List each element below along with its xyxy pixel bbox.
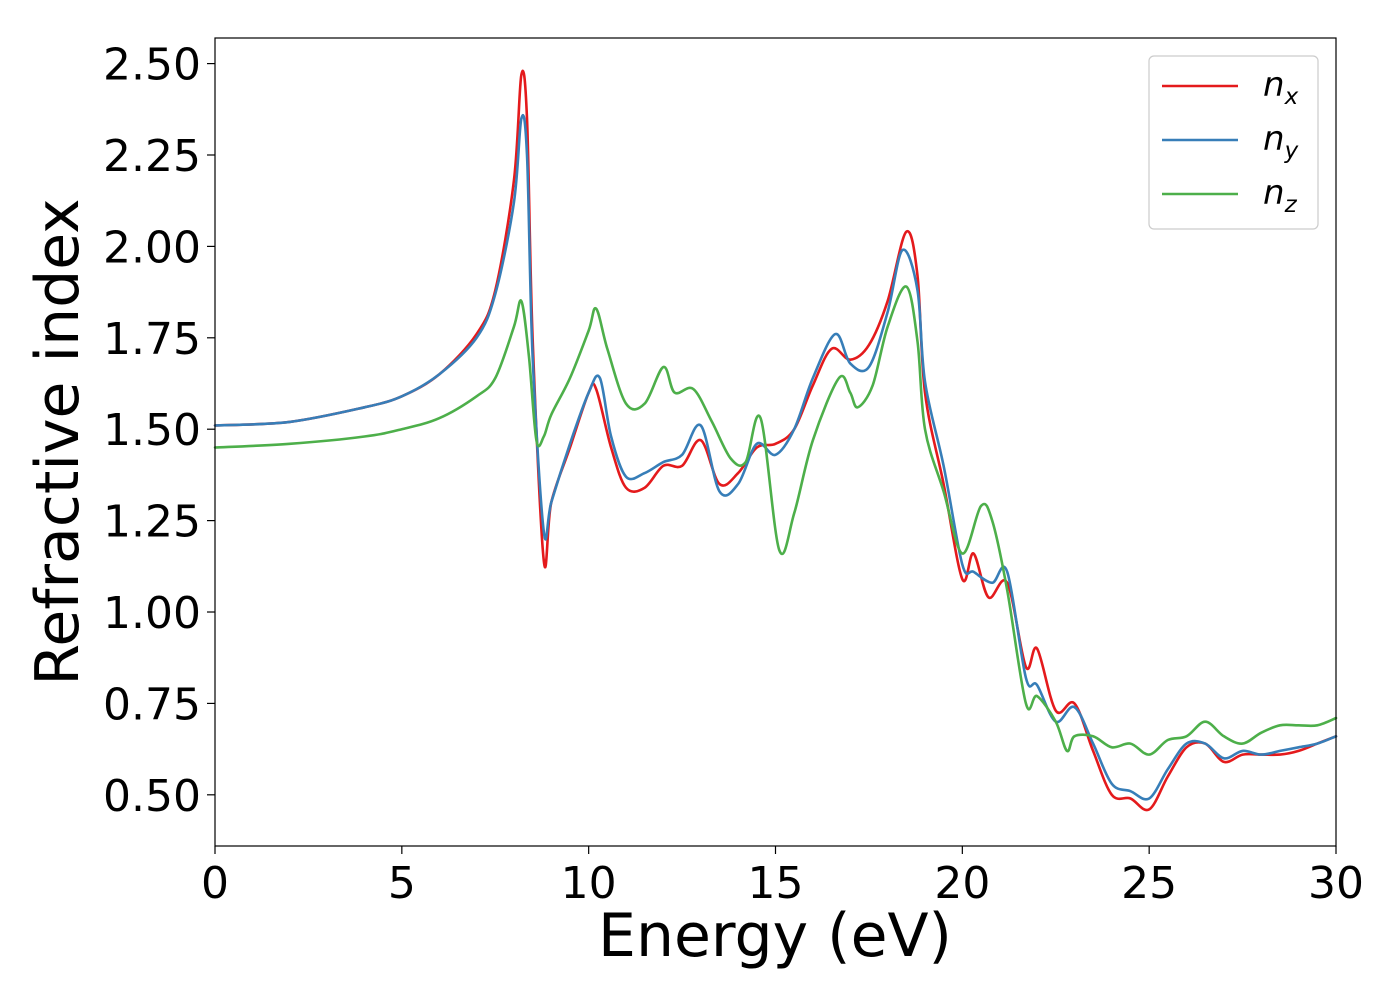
x-tick-label: 5 (388, 858, 416, 909)
y-tick-label: 2.50 (103, 40, 201, 91)
x-axis-ticks: 0 5 10 15 20 25 30 (201, 846, 1364, 909)
x-axis-label: Energy (eV) (598, 901, 952, 971)
legend-label-y: ny (1263, 119, 1299, 164)
legend: nx ny nz (1148, 55, 1319, 230)
series-line-x (213, 69, 1338, 812)
legend-label-x: nx (1263, 65, 1299, 110)
y-tick-label: 1.25 (103, 497, 201, 548)
x-tick-label: 10 (561, 858, 617, 909)
series-lines (213, 69, 1338, 812)
x-tick-label: 20 (934, 858, 990, 909)
series-line-z (213, 285, 1338, 756)
y-tick-label: 2.00 (103, 222, 201, 273)
y-tick-label: 0.50 (103, 771, 201, 822)
y-tick-label: 1.00 (103, 588, 201, 639)
legend-box (1148, 55, 1319, 230)
x-tick-label: 30 (1308, 858, 1364, 909)
y-axis-ticks: 0.50 0.75 1.00 1.25 1.50 1.75 2.00 2.25 2.50 (103, 40, 215, 822)
y-axis-label: Refractive index (23, 198, 93, 685)
legend-label-z: nz (1263, 173, 1298, 218)
x-tick-label: 0 (201, 858, 229, 909)
y-tick-label: 2.25 (103, 131, 201, 182)
x-tick-label: 25 (1121, 858, 1177, 909)
y-tick-label: 0.75 (103, 679, 201, 730)
y-tick-label: 1.75 (103, 314, 201, 365)
y-tick-label: 1.50 (103, 405, 201, 456)
series-line-y (213, 113, 1338, 801)
x-tick-label: 15 (748, 858, 804, 909)
